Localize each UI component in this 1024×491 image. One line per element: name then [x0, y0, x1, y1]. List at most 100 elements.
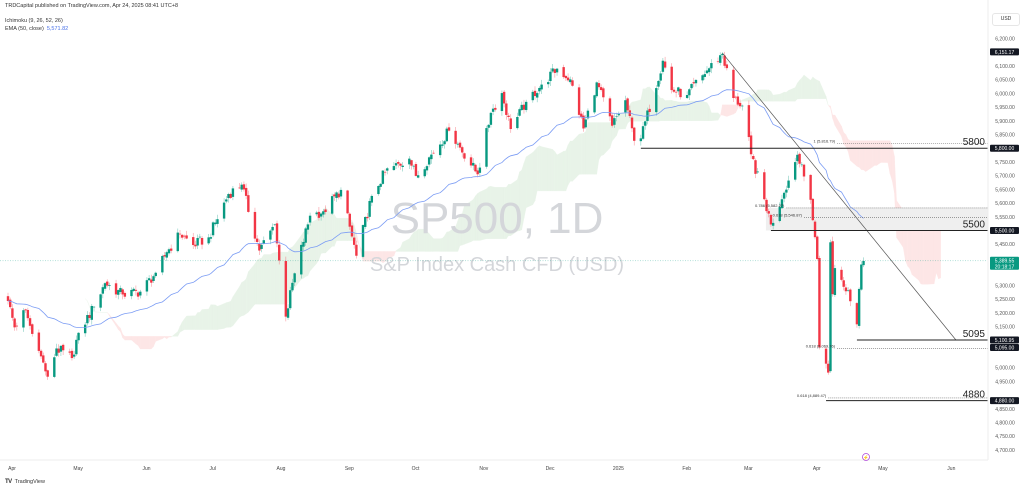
- candle-body: [46, 370, 49, 377]
- candle-body: [108, 285, 111, 287]
- candle-body: [410, 160, 413, 166]
- ichimoku-cloud-segment: [182, 318, 185, 332]
- candle-body: [798, 153, 801, 164]
- currency-button[interactable]: USD: [992, 13, 1020, 26]
- svg-text:⚡: ⚡: [863, 454, 869, 461]
- tradingview-logo-icon: TV: [5, 479, 12, 485]
- candle-body: [688, 89, 691, 96]
- candle-body: [833, 268, 837, 295]
- ichimoku-cloud-segment: [336, 218, 339, 241]
- ichimoku-cloud-segment: [581, 133, 584, 175]
- ichimoku-cloud-segment: [865, 140, 873, 172]
- ichimoku-cloud-segment: [171, 331, 178, 338]
- ichimoku-cloud-segment: [881, 140, 888, 163]
- candle-body: [370, 195, 374, 203]
- ichimoku-cloud-segment: [841, 126, 844, 145]
- legend-ichimoku[interactable]: Ichimoku (9, 26, 52, 26): [5, 18, 63, 24]
- candle-body: [289, 290, 292, 309]
- time-tick-label: May: [878, 466, 888, 472]
- candle-body: [842, 280, 845, 287]
- candle-body: [507, 115, 510, 118]
- fib-level-label: 1 (5,816.79): [814, 139, 836, 144]
- ichimoku-cloud-segment: [340, 218, 348, 241]
- events-icon[interactable]: ⚡: [862, 453, 870, 462]
- ichimoku-cloud-segment: [567, 140, 571, 186]
- time-tick-label: May: [73, 466, 83, 472]
- candle-body: [725, 64, 729, 69]
- candle-body: [39, 350, 43, 357]
- ichimoku-cloud-segment: [850, 140, 858, 167]
- candle-body: [518, 109, 521, 116]
- candle-body: [132, 288, 135, 291]
- ichimoku-cloud-segment: [212, 304, 216, 330]
- ichimoku-cloud-segment: [770, 90, 774, 102]
- candle-body: [121, 289, 124, 295]
- candle-body: [630, 117, 634, 129]
- candle-body: [710, 63, 713, 69]
- candle-body: [319, 213, 323, 217]
- candle-body: [533, 90, 537, 97]
- candle-body: [771, 222, 775, 226]
- time-axis[interactable]: Apr May Jun Jul Aug Sep Oct Nov Dec 2025 Feb Mar Apr…: [8, 466, 955, 472]
- ichimoku-cloud-segment: [210, 304, 214, 330]
- price-tick-label: 5,550.00: [995, 215, 1015, 221]
- time-tick-label: Jun: [142, 466, 150, 472]
- candle-body: [9, 299, 12, 308]
- ichimoku-cloud-segment: [223, 302, 227, 329]
- ichimoku-cloud-segment: [673, 100, 677, 121]
- ichimoku-cloud-segment: [797, 79, 800, 100]
- candle-body: [818, 258, 821, 348]
- candle-body: [317, 211, 321, 218]
- candle-body: [478, 167, 482, 173]
- ichimoku-cloud-segment: [704, 101, 708, 121]
- candle-body: [445, 128, 448, 142]
- candle-body: [286, 308, 290, 318]
- candle-body: [564, 75, 568, 79]
- candle-body: [231, 188, 235, 197]
- price-tick-label: 5,450.00: [995, 242, 1015, 248]
- ichimoku-cloud-segment: [834, 114, 842, 137]
- legend-ema[interactable]: EMA (50, close) 5,571.82: [5, 25, 68, 33]
- legend-ema-value: 5,571.82: [46, 26, 69, 32]
- ichimoku-cloud-segment: [827, 105, 831, 109]
- candle-body: [72, 354, 76, 357]
- candle-body: [335, 192, 338, 198]
- ichimoku-cloud-segment: [664, 100, 672, 121]
- ichimoku-cloud-segment: [208, 304, 212, 330]
- candle-body: [214, 222, 217, 225]
- candle-body: [855, 303, 859, 325]
- candle-body: [225, 199, 228, 202]
- price-tick-label: 5,150.00: [995, 325, 1015, 331]
- ichimoku-cloud-segment: [146, 336, 150, 350]
- ichimoku-cloud-segment: [133, 336, 137, 345]
- ichimoku-cloud: [85, 74, 941, 350]
- price-axis[interactable]: 4,700.00 4,750.00 4,800.00 4,850.00 4,950.00…: [990, 37, 1019, 454]
- ichimoku-cloud-segment: [131, 336, 134, 343]
- ichimoku-cloud-segment: [338, 218, 342, 241]
- candle-body: [494, 107, 497, 110]
- trendline: [722, 52, 957, 341]
- candle-body: [816, 236, 819, 260]
- ichimoku-cloud-segment: [398, 247, 401, 252]
- candle-body: [416, 175, 420, 178]
- candle-body: [657, 80, 660, 87]
- candle-body: [721, 53, 724, 56]
- ichimoku-cloud-segment: [248, 263, 256, 313]
- time-tick-label: Jun: [947, 466, 955, 472]
- tradingview-logo[interactable]: TV TradingView: [5, 479, 45, 485]
- candle-body: [703, 74, 706, 77]
- candle-body: [114, 283, 118, 295]
- candle-body: [547, 82, 550, 85]
- candle-body: [77, 332, 80, 341]
- price-tick-label: 6,050.00: [995, 78, 1015, 84]
- candle-body: [716, 61, 720, 63]
- price-tick-label: 5,850.00: [995, 133, 1015, 139]
- ichimoku-cloud-segment: [788, 87, 796, 102]
- indicator-legend: Ichimoku (9, 26, 52, 26) EMA (50, close)…: [5, 17, 68, 33]
- candle-body: [787, 180, 790, 188]
- candle-body: [719, 55, 722, 63]
- candle-body: [785, 189, 788, 193]
- candle-body: [22, 310, 25, 328]
- candle-body: [330, 196, 334, 214]
